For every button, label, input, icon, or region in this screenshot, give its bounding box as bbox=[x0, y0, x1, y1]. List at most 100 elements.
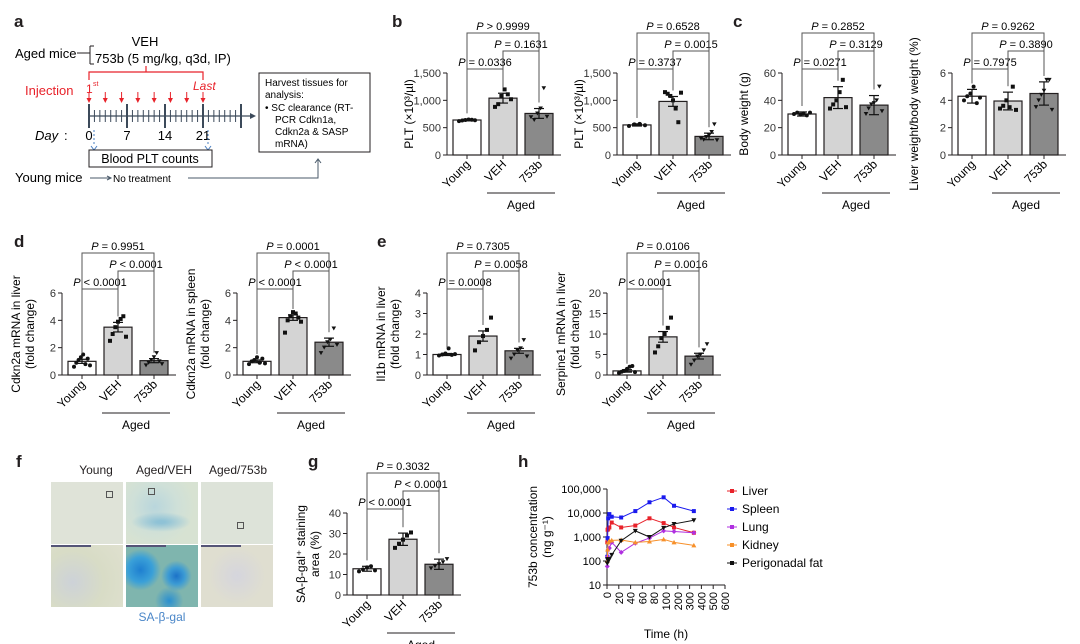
data-point bbox=[116, 319, 120, 324]
series-point bbox=[619, 515, 624, 520]
data-point bbox=[83, 362, 88, 367]
y-tick-label: 100 bbox=[583, 556, 601, 568]
x-tick-label: 20 bbox=[614, 592, 626, 604]
p-value-label: P = 0.2852 bbox=[811, 21, 865, 33]
injection-arrowhead bbox=[151, 98, 157, 103]
col-label-young: Young bbox=[79, 463, 113, 477]
y-axis-label-2: (fold change) bbox=[388, 299, 402, 369]
panel-label-f: f bbox=[16, 452, 22, 471]
data-point bbox=[706, 133, 712, 138]
data-point bbox=[704, 342, 710, 347]
data-point bbox=[477, 340, 481, 345]
series-point bbox=[671, 539, 677, 545]
bar-753b bbox=[524, 112, 554, 156]
injection-arrowhead bbox=[86, 98, 92, 103]
series-point bbox=[691, 509, 696, 514]
p-value-label: P = 0.0015 bbox=[664, 39, 718, 51]
data-point bbox=[124, 334, 128, 339]
x-tick-label: Young bbox=[609, 157, 643, 191]
data-point bbox=[405, 533, 409, 538]
series-point bbox=[646, 538, 652, 544]
y-tick-label: 4 bbox=[50, 315, 56, 327]
y-tick-label: 0 bbox=[770, 150, 776, 162]
panel-label-b: b bbox=[392, 12, 403, 31]
col-label-aged-veh: Aged/VEH bbox=[135, 463, 193, 477]
series-point bbox=[633, 509, 638, 514]
data-point bbox=[643, 123, 647, 128]
data-point bbox=[78, 355, 83, 360]
chart-c-body-weight: Body weight (g) 0 20 40 60 Young VEH 753b Aged P … bbox=[737, 21, 896, 212]
data-point bbox=[538, 106, 543, 111]
data-point bbox=[714, 138, 720, 143]
data-point bbox=[701, 137, 706, 142]
data-point bbox=[489, 315, 493, 320]
data-point bbox=[801, 111, 806, 116]
group-label: Aged bbox=[122, 418, 150, 432]
y-axis-label: Liver weight/body weight (%) bbox=[907, 37, 921, 190]
day-7: 7 bbox=[123, 128, 130, 143]
data-point bbox=[792, 112, 796, 116]
data-point bbox=[524, 354, 530, 359]
data-point bbox=[149, 357, 154, 362]
data-point bbox=[676, 120, 681, 125]
y-tick-label: 10,000 bbox=[567, 508, 601, 520]
y-tick-label: 10 bbox=[589, 329, 601, 341]
p-value-label: P < 0.0001 bbox=[248, 277, 302, 289]
p-value-label: P = 0.0271 bbox=[793, 57, 847, 69]
legend-label-spleen: Spleen bbox=[742, 502, 779, 516]
data-point bbox=[840, 77, 845, 82]
series-point bbox=[661, 536, 667, 542]
data-point bbox=[709, 130, 714, 135]
bar-young bbox=[957, 95, 987, 156]
x-tick-label: 753b bbox=[676, 377, 705, 406]
data-point bbox=[1001, 103, 1006, 108]
data-point bbox=[481, 334, 485, 339]
series-point bbox=[618, 549, 624, 555]
series-point bbox=[607, 525, 612, 530]
harvest-line-6: mRNA) bbox=[275, 139, 308, 150]
data-point bbox=[409, 530, 413, 535]
y-axis-label: PLT (×10³/µl) bbox=[572, 79, 586, 149]
injection-bracket bbox=[88, 66, 204, 80]
y-tick-label: 1 bbox=[415, 350, 421, 362]
p-value-label: P = 0.3129 bbox=[829, 39, 883, 51]
y-tick-label: 0 bbox=[225, 370, 231, 382]
y-tick-label: 30 bbox=[329, 529, 341, 541]
data-point bbox=[473, 348, 477, 353]
y-axis-label: PLT (×10³/µl) bbox=[402, 79, 416, 149]
injection-arrowhead bbox=[119, 98, 125, 103]
harvest-box bbox=[258, 72, 371, 153]
micrograph-young-low bbox=[51, 482, 123, 544]
data-point bbox=[493, 104, 497, 109]
aged-mice-label: Aged mice bbox=[15, 46, 76, 61]
y-tick-label: 2 bbox=[225, 343, 231, 355]
y-tick-label: 0 bbox=[335, 590, 341, 602]
data-point bbox=[285, 318, 290, 323]
series-point bbox=[672, 503, 677, 508]
data-point bbox=[1007, 105, 1012, 110]
x-tick-label: 753b bbox=[496, 377, 525, 406]
data-point bbox=[1004, 98, 1009, 103]
legend-label-lung: Lung bbox=[742, 520, 769, 534]
series-point bbox=[671, 521, 677, 527]
data-point bbox=[1049, 107, 1055, 112]
x-tick-label: VEH bbox=[987, 157, 1014, 184]
data-point bbox=[869, 102, 874, 107]
p-value-label: P < 0.0001 bbox=[109, 259, 163, 271]
y-tick-label: 4 bbox=[415, 288, 421, 300]
x-tick-label: Young bbox=[229, 377, 263, 411]
data-point bbox=[627, 124, 631, 129]
significance-bracket bbox=[971, 68, 1009, 87]
data-point bbox=[257, 360, 262, 365]
x-tick-label: 753b bbox=[306, 377, 335, 406]
x-tick-label: VEH bbox=[817, 157, 844, 184]
series-point bbox=[606, 516, 611, 521]
veh-label: VEH bbox=[132, 34, 159, 49]
data-point bbox=[255, 355, 259, 360]
y-axis-label: Il1b mRNA in liver bbox=[374, 286, 388, 381]
data-point bbox=[656, 344, 661, 349]
data-point bbox=[965, 94, 970, 99]
col-label-aged-753b: Aged/753b bbox=[208, 463, 268, 477]
x-tick-label: 60 bbox=[637, 592, 649, 604]
x-tick-label: VEH bbox=[652, 157, 679, 184]
